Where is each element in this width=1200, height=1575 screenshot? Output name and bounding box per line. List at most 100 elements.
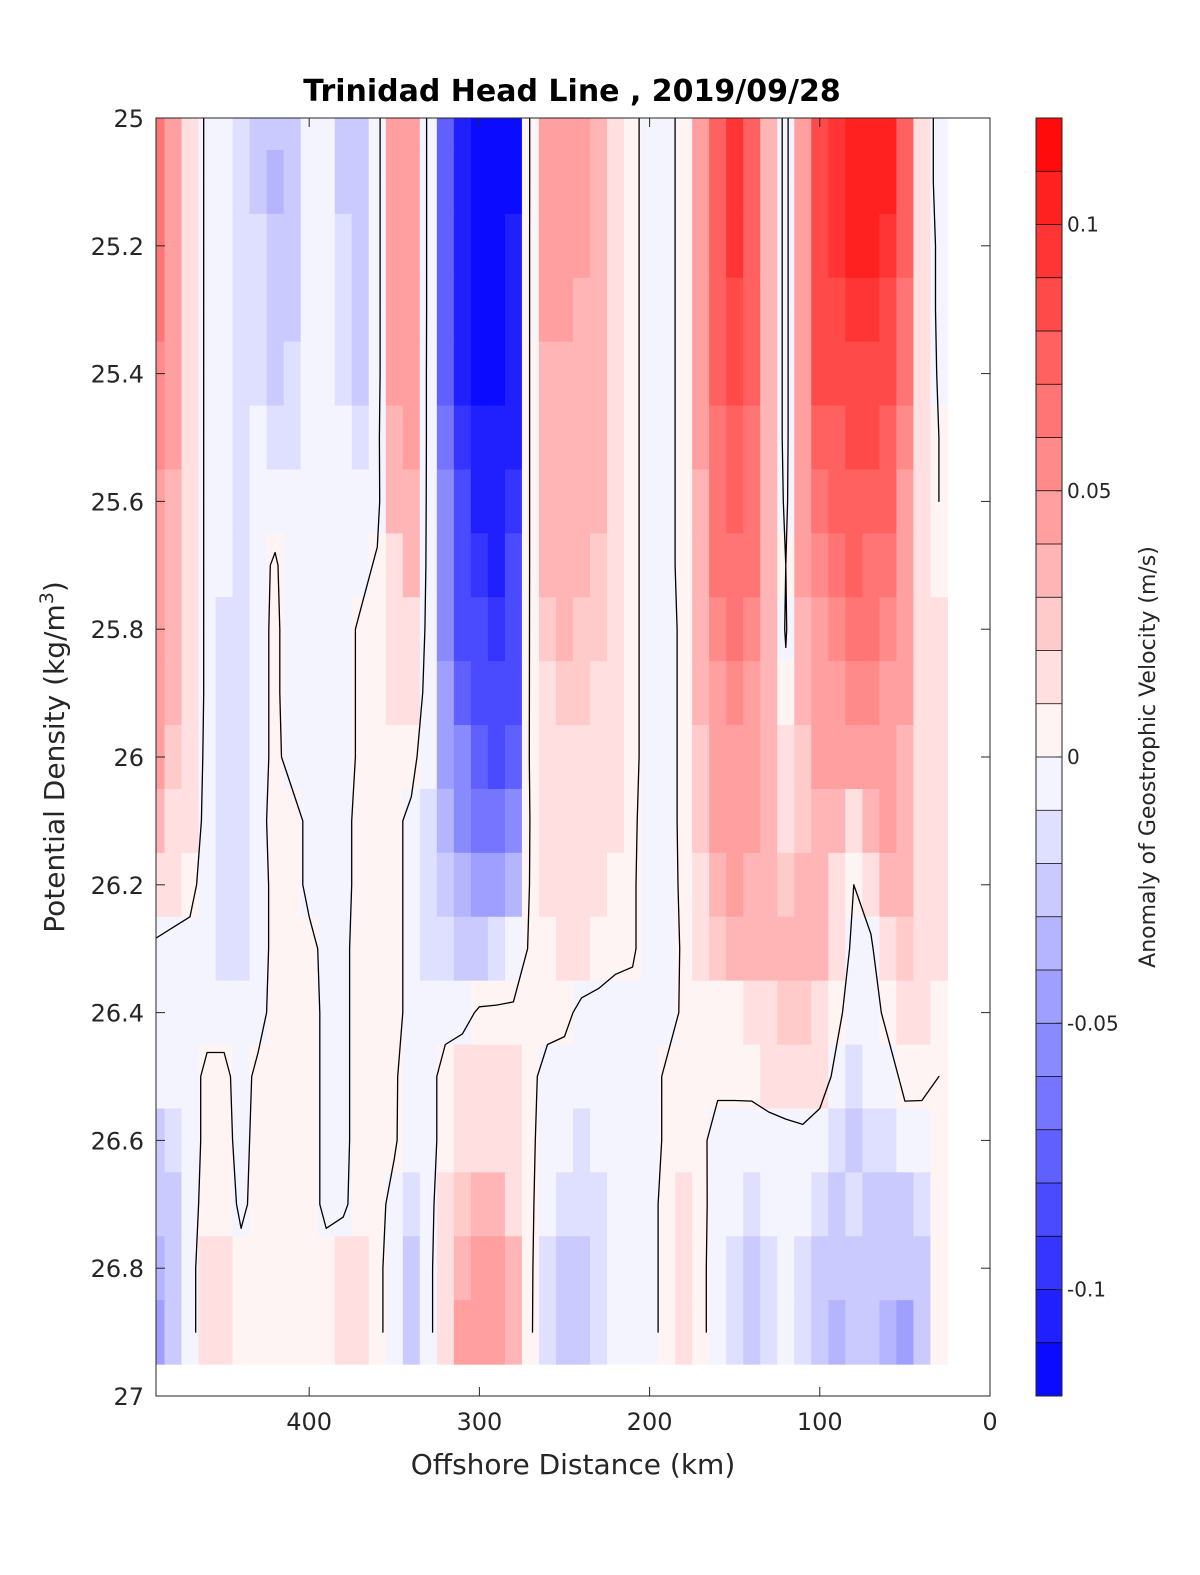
heatmap-cell: [590, 1172, 608, 1237]
heatmap-cell: [590, 788, 608, 854]
heatmap-cell: [607, 1108, 625, 1173]
heatmap-cell: [913, 118, 932, 151]
heatmap-cell: [300, 149, 319, 215]
heatmap-cell: [419, 661, 438, 726]
heatmap-cell: [692, 597, 710, 662]
heatmap-cell: [845, 405, 863, 471]
heatmap-cell: [317, 469, 336, 534]
heatmap-cell: [156, 149, 166, 215]
heatmap-cell: [743, 788, 761, 854]
heatmap-cell: [811, 597, 829, 662]
heatmap-cell: [385, 341, 404, 407]
heatmap-cell: [658, 852, 676, 918]
heatmap-cell: [658, 916, 676, 982]
heatmap-cell: [317, 118, 336, 151]
colorbar-block: [1036, 650, 1062, 704]
heatmap-cell: [436, 1044, 455, 1110]
heatmap-cell: [538, 1108, 557, 1173]
heatmap-cell: [504, 788, 523, 854]
heatmap-cell: [164, 916, 183, 982]
heatmap-cell: [590, 1300, 608, 1365]
heatmap-cell: [470, 1172, 489, 1237]
heatmap-cell: [419, 405, 438, 471]
heatmap-cell: [777, 405, 795, 471]
heatmap-cell: [402, 1236, 421, 1301]
heatmap-cell: [675, 1108, 693, 1173]
colorbar-tick-label: -0.05: [1067, 1011, 1119, 1035]
heatmap-cell: [726, 277, 744, 343]
heatmap-cell: [930, 788, 949, 854]
y-tick-label: 26.2: [91, 872, 144, 900]
heatmap-cell: [402, 405, 421, 471]
heatmap-cell: [862, 341, 880, 407]
heatmap-cell: [624, 1044, 642, 1110]
heatmap-cell: [368, 852, 387, 918]
heatmap-cell: [368, 725, 387, 790]
heatmap-cell: [215, 277, 234, 343]
heatmap-cell: [300, 405, 319, 471]
heatmap-cell: [675, 661, 693, 726]
heatmap-cell: [521, 661, 540, 726]
heatmap-cell: [811, 341, 829, 407]
heatmap-cell: [232, 277, 251, 343]
heatmap-cell: [709, 405, 727, 471]
heatmap-cell: [811, 213, 829, 279]
heatmap-cell: [641, 533, 659, 598]
heatmap-cell: [504, 118, 523, 151]
heatmap-cell: [436, 533, 455, 598]
heatmap-cell: [624, 277, 642, 343]
heatmap-cell: [862, 1300, 880, 1365]
heatmap-cell: [573, 1300, 591, 1365]
heatmap-cell: [266, 277, 285, 343]
heatmap-cell: [930, 661, 949, 726]
heatmap-cell: [215, 597, 234, 662]
heatmap-cell: [811, 725, 829, 790]
heatmap-cell: [368, 469, 387, 534]
heatmap-cell: [624, 1108, 642, 1173]
heatmap-cell: [896, 1236, 915, 1301]
heatmap-cell: [419, 341, 438, 407]
heatmap-cell: [249, 788, 268, 854]
heatmap-cell: [760, 277, 778, 343]
heatmap-cell: [385, 277, 404, 343]
heatmap-cell: [862, 725, 880, 790]
heatmap-cell: [777, 1108, 795, 1173]
heatmap-cell: [930, 533, 949, 598]
heatmap-cell: [811, 1044, 829, 1110]
heatmap-cell: [419, 277, 438, 343]
heatmap-cell: [555, 1300, 574, 1365]
heatmap-cell: [266, 1172, 285, 1237]
heatmap-cell: [777, 852, 795, 918]
heatmap-cell: [470, 213, 489, 279]
heatmap-cell: [573, 405, 591, 471]
heatmap-cell: [317, 852, 336, 918]
heatmap-cell: [317, 980, 336, 1046]
heatmap-cell: [845, 1108, 863, 1173]
heatmap-cell: [641, 118, 659, 151]
heatmap-cell: [521, 788, 540, 854]
heatmap-cell: [862, 852, 880, 918]
heatmap-cell: [828, 1108, 846, 1173]
heatmap-cell: [862, 1172, 880, 1237]
heatmap-cell: [743, 916, 761, 982]
heatmap-cell: [266, 149, 285, 215]
heatmap-cell: [436, 149, 455, 215]
heatmap-cell: [760, 533, 778, 598]
heatmap-cell: [726, 1300, 744, 1365]
heatmap-cell: [743, 149, 761, 215]
heatmap-cell: [283, 118, 302, 151]
heatmap-cell: [811, 533, 829, 598]
heatmap-cell: [232, 916, 251, 982]
heatmap-cell: [470, 149, 489, 215]
heatmap-cell: [453, 661, 472, 726]
heatmap-cell: [811, 980, 829, 1046]
heatmap-cell: [283, 405, 302, 471]
heatmap-cell: [351, 469, 370, 534]
colorbar-block: [1036, 224, 1062, 278]
heatmap-cell: [521, 533, 540, 598]
heatmap-cell: [726, 533, 744, 598]
heatmap-cell: [573, 118, 591, 151]
heatmap-cell: [555, 1172, 574, 1237]
heatmap-cell: [249, 725, 268, 790]
